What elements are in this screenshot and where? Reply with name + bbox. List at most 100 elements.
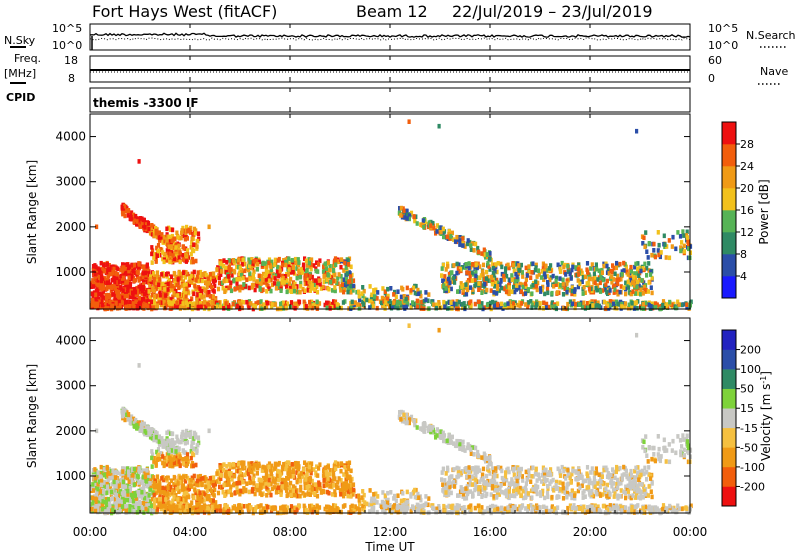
power-cell [145, 295, 149, 300]
power-cell [154, 256, 158, 261]
power-cell [566, 263, 570, 269]
power-cell [651, 301, 655, 306]
velocity-cell [200, 493, 204, 498]
power-cell [106, 306, 110, 311]
power-cell [135, 306, 139, 311]
velocity-cell [232, 482, 236, 488]
power-cell [165, 238, 169, 243]
power-cell [208, 272, 212, 277]
velocity-cell [430, 503, 434, 508]
power-cell [610, 274, 614, 280]
velocity-cell [264, 472, 268, 477]
power-cell [502, 277, 507, 282]
power-cell [530, 270, 534, 275]
velocity-cell [322, 483, 326, 488]
power-cell [157, 282, 161, 287]
power-cell [677, 302, 681, 307]
power-cell [131, 269, 135, 274]
power-cell [240, 270, 244, 276]
power-cell [216, 275, 220, 280]
power-cell [607, 290, 611, 296]
power-colorbar-segment [722, 122, 736, 145]
power-cell [196, 231, 201, 236]
power-cell [656, 248, 660, 253]
power-cell [429, 223, 433, 228]
velocity-cell [101, 499, 105, 504]
power-cell [170, 286, 174, 291]
power-cell [150, 223, 154, 228]
velocity-cell [305, 467, 309, 472]
power-cell [566, 269, 570, 274]
power-cell [351, 278, 356, 283]
power-cell [190, 271, 194, 277]
power-cell [566, 301, 570, 307]
velocity-cell [270, 486, 274, 492]
power-cell [402, 304, 406, 310]
velocity-cell [243, 465, 247, 471]
power-cell [544, 305, 548, 310]
velocity-cell [209, 480, 213, 485]
velocity-cell [184, 479, 188, 484]
velocity-cell [158, 484, 162, 489]
power-cell [208, 294, 212, 299]
power-cell [303, 256, 307, 261]
power-cell [99, 299, 104, 304]
power-cell [558, 276, 562, 281]
power-cell [96, 278, 100, 283]
velocity-cell [401, 503, 405, 508]
velocity-cell [137, 500, 141, 505]
velocity-cell [315, 488, 319, 494]
velocity-cell [221, 467, 226, 473]
power-cell [357, 306, 361, 311]
power-cell [194, 286, 198, 292]
power-cell [580, 279, 584, 284]
cpid-label: CPID [6, 91, 35, 104]
velocity-cell [312, 482, 316, 488]
power-cell [542, 277, 546, 282]
power-cell [205, 301, 209, 307]
power-cell [174, 288, 178, 294]
power-cell [336, 305, 341, 311]
power-cell [169, 254, 173, 260]
power-cell [635, 284, 639, 290]
power-cell [332, 259, 336, 265]
power-cell [160, 272, 164, 277]
power-cell [561, 277, 565, 283]
power-cell [471, 287, 475, 292]
power-cell [450, 230, 454, 236]
velocity-cell [277, 469, 281, 474]
velocity-cell [672, 505, 676, 511]
velocity-cell [91, 482, 95, 487]
power-cell [445, 234, 449, 240]
power-cell [586, 269, 590, 275]
power-cell [250, 285, 254, 290]
power-cell [318, 282, 322, 287]
velocity-cell [251, 466, 255, 471]
power-cell [301, 263, 306, 268]
power-cell [384, 300, 388, 305]
velocity-cell [127, 472, 131, 478]
power-cell [527, 264, 531, 269]
power-cell [221, 263, 226, 269]
power-cell [581, 275, 585, 280]
power-cell [155, 253, 159, 258]
power-cell [241, 285, 245, 291]
power-cell [118, 303, 122, 308]
power-cell [188, 279, 192, 284]
power-cell [473, 301, 477, 307]
velocity-cell [344, 477, 348, 483]
power-cell [620, 269, 624, 274]
velocity-cell [248, 475, 252, 480]
power-cell [454, 301, 458, 307]
velocity-cell [313, 482, 317, 487]
power-cell [245, 277, 249, 282]
velocity-cell [131, 473, 135, 478]
power-cell [507, 285, 511, 290]
velocity-cell [281, 466, 285, 472]
power-cell [333, 256, 338, 261]
velocity-cell [235, 485, 239, 490]
power-cell [483, 284, 487, 289]
power-cell [616, 301, 620, 307]
power-cell [128, 304, 132, 309]
power-cell [535, 287, 539, 293]
